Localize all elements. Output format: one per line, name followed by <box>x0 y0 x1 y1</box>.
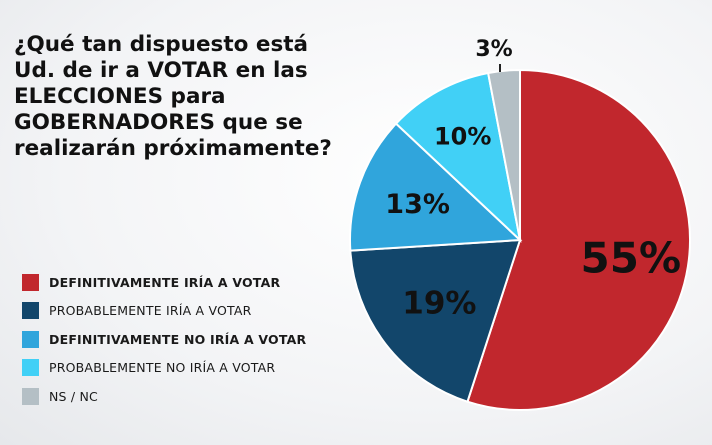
chart-title-line-3: ELECCIONES para <box>14 84 226 109</box>
legend-label: PROBABLEMENTE NO IRÍA A VOTAR <box>49 360 276 376</box>
legend-swatch <box>22 302 39 320</box>
legend-label: DEFINITIVAMENTE IRÍA A VOTAR <box>49 274 281 290</box>
chart-title: ¿Qué tan dispuesto está Ud. de ir a VOTA… <box>14 32 374 162</box>
legend-swatch <box>22 330 39 348</box>
pie-slice-definitivamente-no-iria <box>349 122 523 252</box>
chart-title-line-4: GOBERNADORES que se <box>14 110 303 135</box>
chart-title-line-1: ¿Qué tan dispuesto está <box>14 32 309 57</box>
pie-slice-definitivamente-iria <box>466 68 691 411</box>
legend-item-ns-nc: NS / NC <box>22 382 306 411</box>
legend-item-definitivamente-iria: DEFINITIVAMENTE IRÍA A VOTAR <box>22 268 306 297</box>
chart-title-line-5: realizarán próximamente? <box>14 136 332 161</box>
legend-item-probablemente-no-iria: PROBABLEMENTE NO IRÍA A VOTAR <box>22 354 306 383</box>
slice-value-label: 10% <box>434 122 491 150</box>
legend-item-definitivamente-no-iria: DEFINITIVAMENTE NO IRÍA A VOTAR <box>22 325 306 354</box>
legend-swatch <box>22 359 39 377</box>
legend-swatch <box>22 273 39 291</box>
pie-slice-probablemente-no-iria <box>394 71 522 243</box>
pie-slice-ns-nc <box>486 68 521 241</box>
legend-label: DEFINITIVAMENTE NO IRÍA A VOTAR <box>49 331 307 347</box>
legend: DEFINITIVAMENTE IRÍA A VOTAR PROBABLEMEN… <box>22 268 306 411</box>
legend-label: PROBABLEMENTE IRÍA A VOTAR <box>49 303 252 319</box>
legend-item-probablemente-iria: PROBABLEMENTE IRÍA A VOTAR <box>22 297 306 326</box>
slice-value-label: 3% <box>475 37 512 62</box>
legend-label: NS / NC <box>49 388 98 404</box>
pie-slice-probablemente-iria <box>349 238 522 403</box>
slice-value-label: 19% <box>402 286 476 322</box>
slice-value-label: 55% <box>581 234 682 283</box>
legend-swatch <box>22 387 39 405</box>
chart-title-line-2: Ud. de ir a VOTAR en las <box>14 58 308 83</box>
slice-value-label: 13% <box>385 189 450 220</box>
